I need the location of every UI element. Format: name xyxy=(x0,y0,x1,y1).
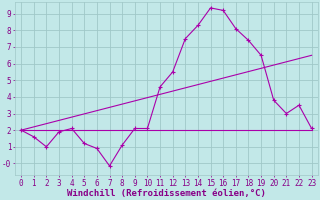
X-axis label: Windchill (Refroidissement éolien,°C): Windchill (Refroidissement éolien,°C) xyxy=(67,189,266,198)
